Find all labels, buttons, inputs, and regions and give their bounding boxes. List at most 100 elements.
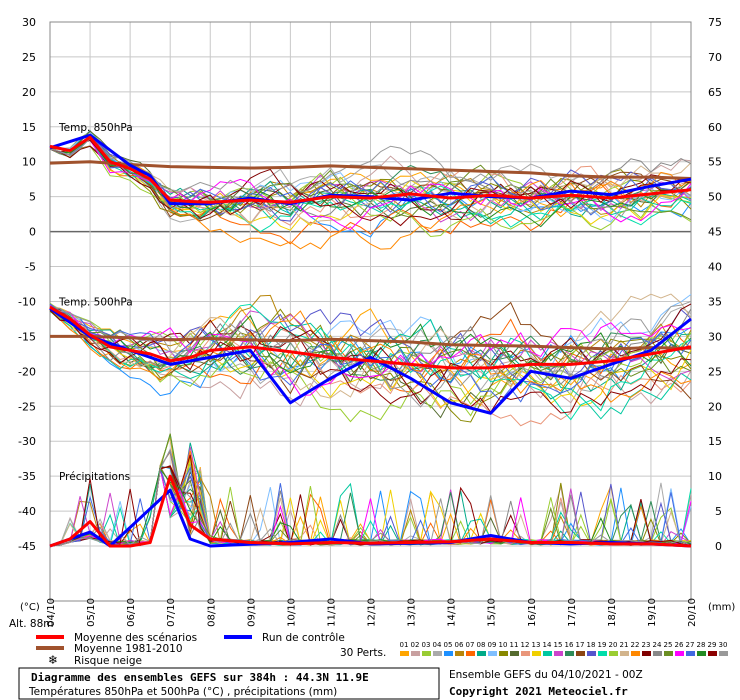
pert-swatch <box>554 651 563 656</box>
pert-number: 06 <box>455 641 464 649</box>
footer: Diagramme des ensembles GEFS sur 384h : … <box>18 667 643 700</box>
x-tick-label: 19/10 <box>647 598 658 627</box>
x-tick-label: 14/10 <box>447 598 458 627</box>
pert-number: 22 <box>631 641 640 649</box>
left-tick-label: -15 <box>18 330 36 343</box>
pert-swatch <box>400 651 409 656</box>
pert-number: 30 <box>719 641 728 649</box>
left-tick-label: -35 <box>18 470 36 483</box>
right-tick-label: 55 <box>708 156 722 169</box>
altitude-label: Alt. 88m <box>9 618 53 630</box>
perturbation-line <box>49 300 692 408</box>
pert-swatch <box>719 651 728 656</box>
pert-swatch <box>598 651 607 656</box>
pert-swatch <box>477 651 486 656</box>
main-series-lines <box>49 133 692 548</box>
perturbation-line <box>49 138 692 217</box>
left-tick-label: -20 <box>18 365 36 378</box>
pert-number: 05 <box>444 641 453 649</box>
perturbation-line <box>49 145 692 221</box>
snowflake-icon: ❄ <box>48 653 58 667</box>
pert-number: 01 <box>400 641 409 649</box>
pert-swatch <box>642 651 651 656</box>
right-tick-label: 35 <box>708 295 722 308</box>
x-tick-label: 09/10 <box>246 598 257 627</box>
pert-number: 12 <box>521 641 530 649</box>
pert-number: 23 <box>642 641 651 649</box>
perturbation-line <box>49 137 692 226</box>
x-tick-label: 13/10 <box>407 598 418 627</box>
pert-number: 04 <box>433 641 442 649</box>
pert-number: 21 <box>620 641 629 649</box>
left-tick-label: -10 <box>18 295 36 308</box>
x-tick-label: 16/10 <box>527 598 538 627</box>
pert-swatch <box>466 651 475 656</box>
pert-swatch <box>455 651 464 656</box>
x-tick-label: 06/10 <box>126 598 137 627</box>
pert-swatch <box>433 651 442 656</box>
pert-number: 18 <box>587 641 596 649</box>
right-tick-label: 15 <box>708 435 722 448</box>
control-t500-line <box>49 307 692 415</box>
x-tick-label: 08/10 <box>206 598 217 627</box>
section-label: Précipitations <box>59 471 130 483</box>
pert-swatch <box>620 651 629 656</box>
pert-number: 02 <box>411 641 420 649</box>
climo-t500-line <box>50 334 692 351</box>
perturbation-line <box>49 145 692 222</box>
left-tick-label: -25 <box>18 400 36 413</box>
left-tick-label: -40 <box>18 505 36 518</box>
climo-t850-line <box>49 160 692 181</box>
right-tick-label: 40 <box>708 261 722 274</box>
right-tick-label: 50 <box>708 191 722 204</box>
pert-number: 13 <box>532 641 541 649</box>
pert-number: 19 <box>598 641 607 649</box>
pert-swatch <box>653 651 662 656</box>
x-tick-label: 17/10 <box>567 598 578 627</box>
right-tick-label: 25 <box>708 365 722 378</box>
perturbation-line <box>49 303 692 421</box>
pert-swatch <box>609 651 618 656</box>
pert-number: 14 <box>543 641 552 649</box>
pert-number: 10 <box>499 641 508 649</box>
right-tick-label: 45 <box>708 226 722 239</box>
section-labels: Temp. 850hPa Temp. 500hPa Précipitations <box>58 122 133 483</box>
pert-swatch <box>532 651 541 656</box>
left-tick-label: 30 <box>22 16 36 29</box>
right-tick-label: 60 <box>708 121 722 134</box>
x-tick-label: 04/10 <box>46 598 57 627</box>
pert-swatch <box>565 651 574 656</box>
right-unit-label: (mm) <box>708 602 735 613</box>
left-unit-label: (°C) <box>20 602 40 613</box>
pert-swatch <box>631 651 640 656</box>
perturbation-line <box>49 309 692 414</box>
pert-number: 17 <box>576 641 585 649</box>
pert-swatch <box>697 651 706 656</box>
x-tick-label: 15/10 <box>487 598 498 627</box>
pert-swatch <box>686 651 695 656</box>
x-tick-label: 20/10 <box>687 598 698 627</box>
right-tick-label: 70 <box>708 51 722 64</box>
right-tick-label: 75 <box>708 16 722 29</box>
pert-number: 28 <box>697 641 706 649</box>
pert-swatch <box>488 651 497 656</box>
x-tick-label: 11/10 <box>326 598 337 627</box>
left-tick-label: 10 <box>22 156 36 169</box>
title-line1: Diagramme des ensembles GEFS sur 384h : … <box>31 671 369 684</box>
pert-number: 29 <box>708 641 717 649</box>
pert-number: 03 <box>422 641 431 649</box>
perts-label: 30 Perts. <box>340 647 386 659</box>
x-tick-label: 12/10 <box>367 598 378 627</box>
left-tick-label: -5 <box>25 261 36 274</box>
legend-label: Moyenne des scénarios <box>74 632 197 644</box>
left-tick-label: 15 <box>22 121 36 134</box>
x-tick-label: 05/10 <box>86 598 97 627</box>
pert-number: 15 <box>554 641 563 649</box>
left-tick-label: -45 <box>18 540 36 553</box>
perturbation-line <box>49 304 692 396</box>
section-label: Temp. 500hPa <box>58 296 133 308</box>
pert-swatch <box>675 651 684 656</box>
x-tick-label: 07/10 <box>166 598 177 627</box>
pert-swatch <box>708 651 717 656</box>
